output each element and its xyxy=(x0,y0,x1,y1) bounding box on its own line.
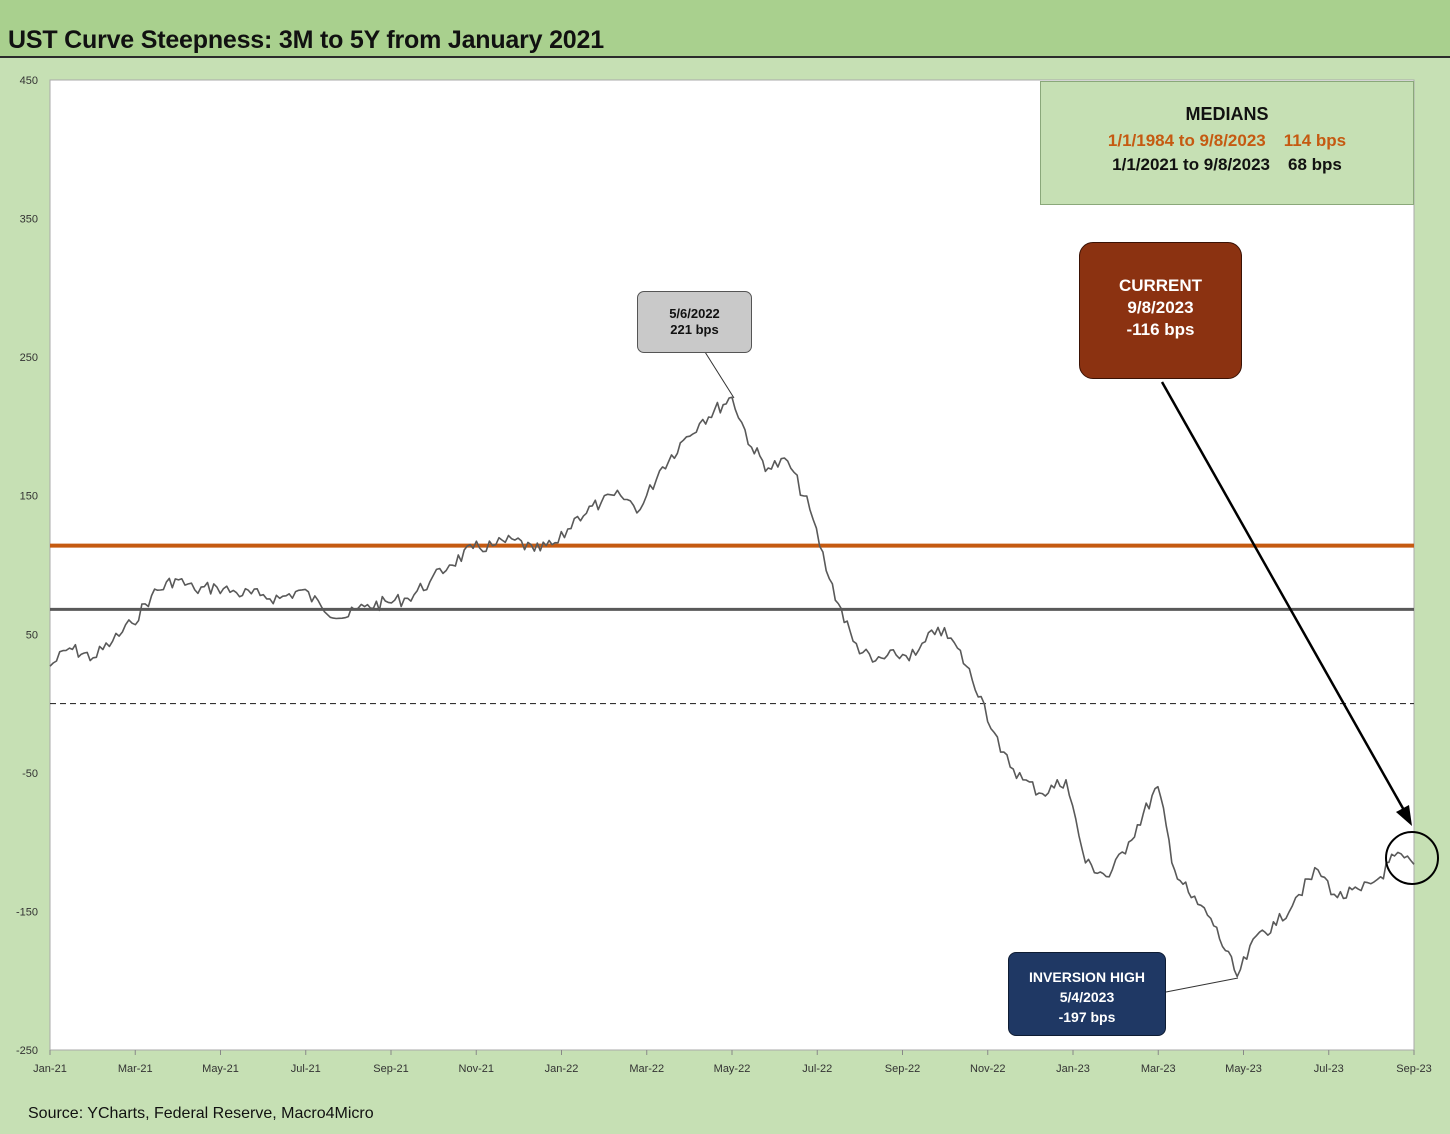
source-note: Source: YCharts, Federal Reserve, Macro4… xyxy=(28,1105,374,1122)
series-line xyxy=(49,396,1415,978)
plot-area xyxy=(49,79,1415,1051)
chart-title: UST Curve Steepness: 3M to 5Y from Janua… xyxy=(8,26,604,54)
median-long-term-row: 1/1/1984 to 9/8/2023 114 bps xyxy=(1041,131,1413,151)
current-value: -116 bps xyxy=(1126,320,1195,339)
y-tick-label: 150 xyxy=(20,491,38,503)
x-tick-label: Mar-22 xyxy=(629,1063,664,1075)
x-tick-label: Sep-23 xyxy=(1396,1063,1431,1075)
median-long-term-label: 1/1/1984 to 9/8/2023 xyxy=(1107,131,1266,150)
x-tick-label: May-22 xyxy=(714,1063,751,1075)
current-value-box: CURRENT 9/8/2023 -116 bps xyxy=(1079,242,1242,379)
inversion-callout: INVERSION HIGH 5/4/2023 -197 bps xyxy=(1008,952,1166,1036)
y-tick-label: -150 xyxy=(16,906,38,918)
x-axis: Jan-21 Mar-21 May-21 Jul-21 Sep-21 Nov-21 Jan-… xyxy=(33,1050,1432,1075)
current-label: CURRENT xyxy=(1118,276,1203,295)
y-tick-label: -50 xyxy=(22,768,38,780)
x-tick-label: Nov-22 xyxy=(970,1063,1005,1075)
current-arrow-line xyxy=(1160,381,1407,813)
y-tick-label: 450 xyxy=(20,75,38,87)
median-long-term-value: 114 bps xyxy=(1283,131,1347,150)
y-tick-label: 250 xyxy=(20,352,38,364)
title-bar: UST Curve Steepness: 3M to 5Y from Janua… xyxy=(0,0,1450,58)
x-tick-label: Jan-23 xyxy=(1056,1063,1090,1075)
x-tick-label: Jul-23 xyxy=(1314,1063,1344,1075)
x-tick-label: Sep-21 xyxy=(373,1063,408,1075)
annotations xyxy=(704,351,1439,993)
median-recent-label: 1/1/2021 to 9/8/2023 xyxy=(1112,155,1270,174)
current-date: 9/8/2023 xyxy=(1127,298,1194,317)
x-tick-label: Mar-21 xyxy=(118,1063,153,1075)
x-tick-label: Nov-21 xyxy=(459,1063,494,1075)
current-highlight-circle xyxy=(1385,831,1439,885)
x-tick-label: Jul-21 xyxy=(291,1063,321,1075)
x-tick-label: Jul-22 xyxy=(802,1063,832,1075)
y-axis: 450 350 250 150 50 -50 -150 -250 xyxy=(16,75,38,1057)
peak-callout: 5/6/2022 221 bps xyxy=(637,291,752,353)
inversion-leader-line xyxy=(1165,977,1239,993)
median-recent-value: 68 bps xyxy=(1287,155,1342,174)
x-tick-label: Jan-22 xyxy=(545,1063,579,1075)
peak-leader-line xyxy=(704,351,735,399)
x-tick-label: May-21 xyxy=(202,1063,239,1075)
x-tick-label: Jan-21 xyxy=(33,1063,67,1075)
reference-lines xyxy=(50,543,1414,705)
inversion-date: 5/4/2023 xyxy=(1059,989,1115,1005)
x-tick-label: Sep-22 xyxy=(885,1063,920,1075)
inversion-title: INVERSION HIGH xyxy=(1029,969,1145,985)
series-group xyxy=(49,396,1415,978)
y-tick-label: -250 xyxy=(16,1045,38,1057)
current-arrowhead xyxy=(1396,805,1412,826)
inversion-value: -197 bps xyxy=(1058,1009,1116,1025)
medians-title: MEDIANS xyxy=(1185,104,1269,124)
y-tick-label: 350 xyxy=(20,214,38,226)
medians-box: MEDIANS 1/1/1984 to 9/8/2023 114 bps 1/1/… xyxy=(1040,81,1414,205)
x-tick-label: Mar-23 xyxy=(1141,1063,1176,1075)
y-tick-label: 50 xyxy=(26,629,38,641)
peak-value: 221 bps xyxy=(670,322,719,337)
x-tick-label: May-23 xyxy=(1225,1063,1262,1075)
peak-date: 5/6/2022 xyxy=(669,306,720,321)
median-recent-row: 1/1/2021 to 9/8/2023 68 bps xyxy=(1041,155,1413,175)
